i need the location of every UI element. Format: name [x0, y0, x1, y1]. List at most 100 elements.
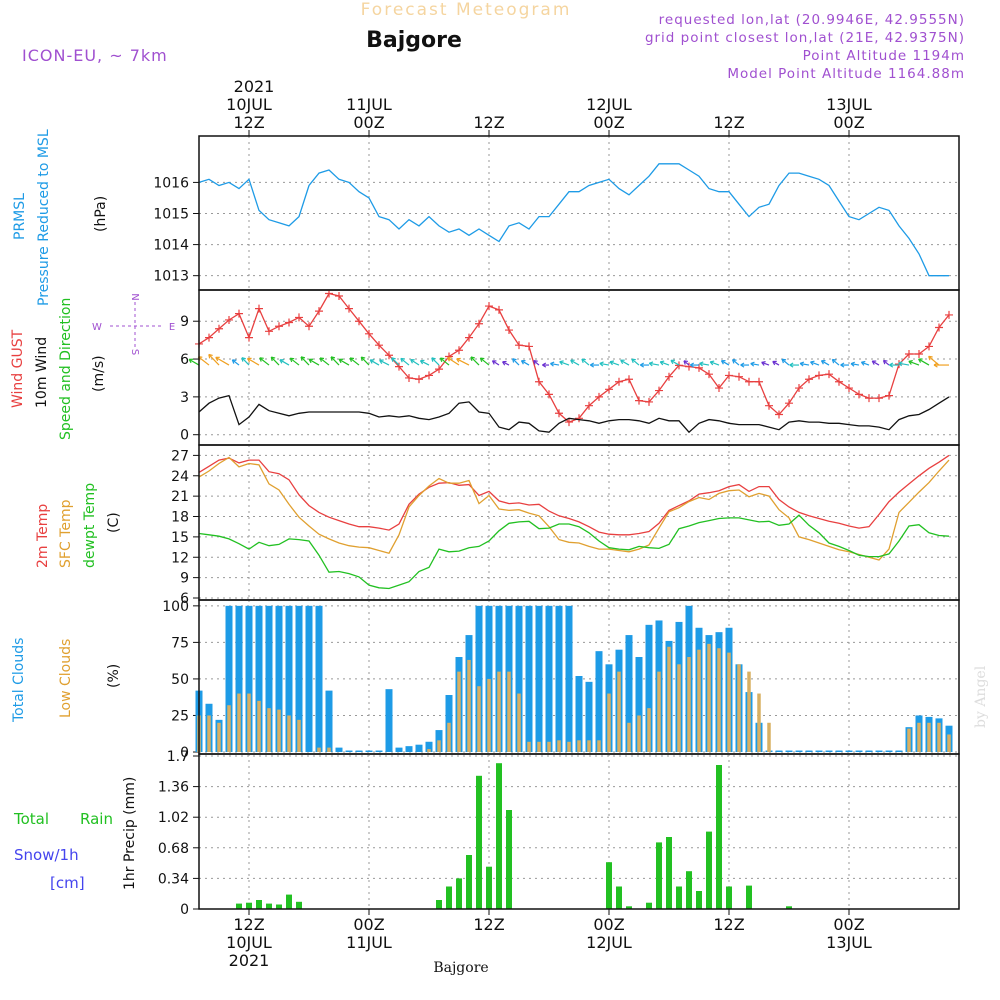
- wind-gust-marker: [355, 317, 363, 326]
- low-clouds-bar: [747, 671, 751, 752]
- bottom-year-label: 2021: [229, 951, 270, 970]
- low-clouds-bar: [567, 741, 571, 752]
- faded-title: Forecast Meteogram: [361, 0, 572, 20]
- wind-arrow-head: [479, 357, 485, 363]
- wind-direction-arrow: [241, 357, 250, 366]
- ms-label: (m/s): [91, 355, 107, 392]
- wind-arrow-head: [648, 361, 654, 367]
- wind-gust-marker: [335, 292, 343, 300]
- clouds-ytick-label: 100: [162, 599, 189, 615]
- bottom-hour-label: 00Z: [593, 915, 624, 934]
- wind-gust-marker: [625, 375, 633, 384]
- total-clouds-bar: [235, 605, 243, 752]
- wind-direction-arrow: [360, 356, 370, 366]
- wind-direction-arrow: [559, 361, 570, 366]
- low-clouds-bar: [437, 740, 441, 752]
- wind-direction-arrow: [456, 358, 470, 366]
- cloud-labels: Total Clouds Low Clouds (%): [11, 638, 122, 723]
- top-date-label: 11JUL: [346, 95, 392, 114]
- wind-arrow-head: [241, 357, 246, 362]
- wind-gust-marker: [345, 304, 353, 313]
- wind-direction-arrow: [338, 358, 350, 366]
- total-clouds-bar: [825, 750, 833, 752]
- precip-bar: [666, 837, 672, 909]
- top-hour-label: 12Z: [233, 113, 264, 132]
- temperature-ytick-label: 27: [171, 448, 189, 464]
- precip-panel: 0 0.34 0.68 1.02 1.36 1.7: [158, 749, 960, 918]
- wind-arrow-head: [750, 361, 755, 367]
- wind-direction-arrow: [761, 361, 770, 366]
- wind-gust-marker: [405, 373, 413, 382]
- wind-direction-arrow: [232, 359, 240, 366]
- wind-ytick-label: 0: [180, 428, 189, 444]
- total-clouds-bar: [355, 750, 363, 752]
- wind-gust-marker: [805, 375, 813, 384]
- wind-gust-marker: [735, 372, 743, 381]
- wind-direction-arrow: [660, 361, 670, 366]
- wind-direction-arrow: [479, 357, 490, 366]
- wind-gust-marker: [905, 350, 913, 358]
- low-clouds-bar: [247, 693, 251, 752]
- wind-gust-marker: [615, 377, 623, 386]
- precip-ytick-label: 1.36: [158, 780, 189, 796]
- wind-arrow-head: [820, 360, 826, 365]
- wind-direction-arrow: [470, 356, 480, 366]
- wind-arrow-head: [491, 360, 497, 365]
- precip-bar: [646, 902, 652, 909]
- total-clouds-bar: [795, 750, 803, 752]
- precip-bar: [276, 904, 282, 909]
- wind-arrow-head: [599, 361, 604, 367]
- wind-arrow-head: [772, 360, 777, 366]
- precip-bar: [446, 886, 452, 909]
- precip-bar: [786, 906, 792, 909]
- pressure-ytick-label: 1013: [153, 269, 189, 285]
- wind-arrow-head: [431, 357, 436, 362]
- wind-direction-arrow: [570, 359, 580, 366]
- wind-gust-marker: [605, 385, 613, 394]
- wind-gust-marker: [245, 333, 253, 342]
- precip-bar: [706, 831, 712, 909]
- temperature-ytick-label: 18: [171, 510, 189, 526]
- precip-bar: [246, 902, 252, 909]
- wind-direction-arrow: [308, 358, 320, 366]
- total-clouds-bar: [335, 747, 343, 752]
- wind-arrow-head: [659, 360, 665, 366]
- precip-mm-label: 1hr Precip (mm): [122, 777, 138, 890]
- wind-direction-arrow: [831, 358, 840, 366]
- dewpt-temp-label: dewpt Temp: [82, 483, 98, 568]
- total-clouds-bar: [375, 750, 383, 752]
- top-date-label: 10JUL: [226, 95, 272, 114]
- wind-direction-arrow: [279, 359, 290, 366]
- total-clouds-bar: [525, 605, 533, 752]
- precip-bar: [626, 906, 632, 909]
- compass-icon: N S W E: [92, 293, 175, 355]
- top-date-label: 13JUL: [826, 95, 872, 114]
- wind-direction-arrow: [620, 359, 630, 366]
- wind-arrow-head: [850, 361, 855, 367]
- wind-gust-marker: [395, 362, 403, 371]
- total-clouds-bar: [295, 605, 303, 752]
- total-clouds-bar: [555, 605, 563, 752]
- total-clouds-label: Total Clouds: [11, 638, 27, 723]
- wind-gust-marker: [715, 384, 723, 393]
- wind-gust-marker: [495, 305, 503, 314]
- panels: 1013 1014 1015 1016 0 3 6 9 6 9 12 15 18 21 24 27 0 25 50 7…: [153, 135, 960, 918]
- clouds-ytick-label: 25: [171, 708, 189, 724]
- wind-arrow-head: [581, 358, 586, 364]
- wind-direction-arrow: [512, 358, 520, 366]
- wind-arrow-head: [810, 360, 815, 366]
- low-clouds-bar: [627, 722, 631, 752]
- wind-gust-marker: [795, 384, 803, 393]
- point-altitude: Point Altitude 1194m: [803, 48, 965, 64]
- temperature-ytick-label: 24: [171, 469, 189, 485]
- wind-direction-arrow: [319, 357, 330, 366]
- wind-gust-marker: [825, 370, 833, 379]
- wind-arrow-head: [889, 362, 894, 368]
- wind-arrow-head: [831, 358, 837, 364]
- wind-arrow-head: [570, 359, 575, 365]
- low-clouds-bar: [517, 693, 521, 752]
- wind-gust-marker: [215, 324, 223, 333]
- wind-arrow-head: [369, 359, 375, 364]
- wind-gust-marker: [875, 394, 883, 403]
